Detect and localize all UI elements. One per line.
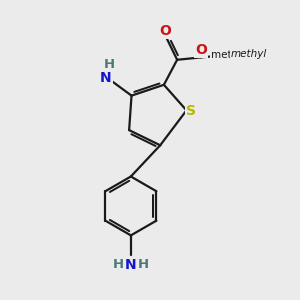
Text: H: H xyxy=(138,258,149,271)
Text: H: H xyxy=(113,258,124,271)
Text: O: O xyxy=(195,43,207,57)
Text: S: S xyxy=(186,104,196,118)
Text: N: N xyxy=(125,258,137,272)
Text: H₂N: H₂N xyxy=(116,259,146,273)
Text: O: O xyxy=(159,24,171,38)
Text: methyl: methyl xyxy=(211,50,248,60)
Text: N: N xyxy=(100,71,111,85)
Text: H: H xyxy=(103,58,115,71)
Text: methyl: methyl xyxy=(230,50,266,59)
